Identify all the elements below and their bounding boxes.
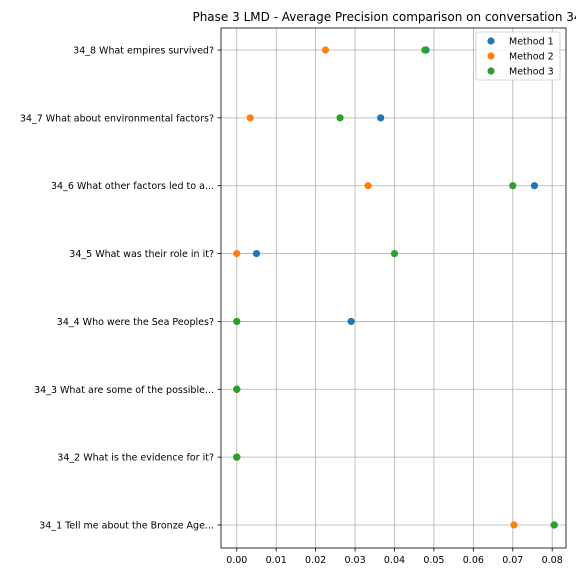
point-method-3 [421,46,429,54]
x-tick-label: 0.01 [266,555,287,566]
x-tick-label: 0.00 [226,555,247,566]
point-method-3 [390,249,399,258]
legend-label: Method 2 [509,52,554,63]
legend: Method 1 Method 2 Method 3 [475,31,561,81]
point-method-1 [377,114,385,122]
x-tick-label: 0.02 [305,555,326,566]
x-tick-label: 0.06 [463,555,484,566]
chart-title: Phase 3 LMD - Average Precision comparis… [192,10,576,24]
point-method-3 [550,521,558,529]
point-method-3 [233,453,241,461]
x-axis: 0.00 0.01 0.02 0.03 0.04 0.05 0.06 0.07 0.08 [226,548,563,566]
point-method-2 [364,182,372,190]
legend-marker [487,37,495,45]
point-method-3 [336,114,344,122]
y-tick-label: 34_8 What empires survived? [73,46,214,57]
x-tick-label: 0.07 [502,555,523,566]
point-method-2 [246,114,254,122]
legend-label: Method 1 [509,37,554,48]
y-tick-label: 34_3 What are some of the possible... [34,385,214,396]
grid-layer [221,28,566,548]
x-tick-label: 0.03 [344,555,365,566]
point-method-1 [530,182,539,190]
legend-items: Method 1 Method 2 Method 3 [487,37,554,78]
legend-label: Method 3 [509,67,554,78]
y-tick-label: 34_7 What about environmental factors? [20,113,214,124]
legend-box [475,31,561,81]
point-method-3 [233,385,241,393]
point-method-1 [347,317,355,326]
x-tick-label: 0.08 [542,555,563,566]
y-axis: 34_1 Tell me about the Bronze Age... 34_2… [20,46,221,532]
x-tick-label: 0.05 [423,555,444,566]
y-tick-label: 34_6 What other factors led to a... [51,181,214,192]
point-method-2 [510,521,518,529]
data-points [233,46,558,529]
y-tick-label: 34_1 Tell me about the Bronze Age... [39,521,214,532]
point-method-3 [233,317,241,326]
y-tick-label: 34_4 Who were the Sea Peoples? [57,317,214,328]
point-method-2 [321,46,330,54]
legend-marker [487,52,495,60]
y-tick-label: 34_5 What was their role in it? [69,249,214,260]
legend-marker [487,67,495,75]
point-method-1 [252,249,261,258]
x-tick-label: 0.04 [384,555,405,566]
plot-frame [220,27,567,549]
point-method-3 [509,182,517,190]
point-method-2 [233,249,241,258]
y-tick-label: 34_2 What is the evidence for it? [57,453,214,464]
